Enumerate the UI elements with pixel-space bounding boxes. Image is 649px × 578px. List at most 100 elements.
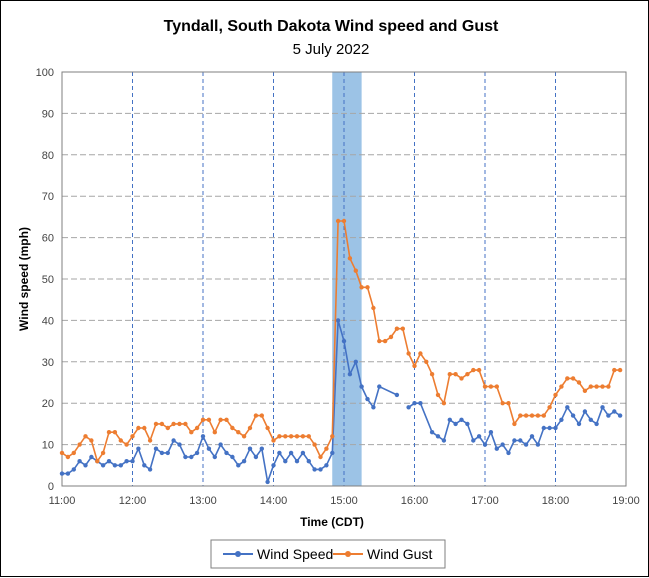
wind-speed-point xyxy=(77,459,82,464)
wind-speed-point xyxy=(447,417,452,422)
y-tick-label: 10 xyxy=(42,440,54,452)
wind-gust-point xyxy=(147,438,153,443)
wind-gust-point xyxy=(424,359,429,364)
wind-speed-point xyxy=(547,425,552,431)
wind-gust-point xyxy=(118,438,124,443)
wind-gust-point xyxy=(500,401,505,406)
wind-gust-point xyxy=(306,434,311,439)
wind-gust-point xyxy=(294,434,300,439)
wind-speed-point xyxy=(459,417,464,422)
legend-wind-speed-marker xyxy=(235,551,241,557)
wind-gust-point xyxy=(406,351,411,356)
wind-gust-point xyxy=(541,413,546,418)
wind-gust-point xyxy=(142,425,147,431)
wind-speed-point xyxy=(453,421,458,427)
x-tick-label: 13:00 xyxy=(189,495,217,507)
wind-gust-point xyxy=(212,430,217,435)
wind-speed-point xyxy=(482,442,488,447)
wind-gust-point xyxy=(506,401,511,406)
wind-speed-point xyxy=(259,446,264,451)
wind-speed-point xyxy=(142,463,147,468)
wind-speed-point xyxy=(247,446,253,451)
wind-gust-point xyxy=(617,367,623,373)
wind-speed-point xyxy=(330,450,335,456)
wind-gust-point xyxy=(371,305,376,311)
wind-gust-point xyxy=(224,417,229,422)
wind-speed-point xyxy=(288,450,294,456)
wind-gust-point xyxy=(312,442,317,447)
wind-speed-point xyxy=(265,479,270,485)
wind-gust-series xyxy=(59,218,623,464)
wind-speed-point xyxy=(335,318,341,323)
wind-speed-point xyxy=(523,442,529,447)
wind-speed-line xyxy=(408,402,621,454)
wind-speed-point xyxy=(512,438,517,443)
wind-speed-point xyxy=(218,442,223,447)
wind-speed-point xyxy=(353,359,358,364)
wind-gust-point xyxy=(576,380,582,385)
wind-speed-point xyxy=(71,467,77,472)
y-tick-label: 80 xyxy=(42,150,54,162)
wind-gust-point xyxy=(112,430,118,435)
wind-gust-point xyxy=(183,421,188,427)
wind-speed-point xyxy=(435,434,441,439)
x-tick-label: 11:00 xyxy=(49,495,76,507)
plot-area xyxy=(61,71,627,487)
wind-gust-point xyxy=(100,450,106,456)
y-tick-label: 30 xyxy=(42,357,54,369)
wind-speed-point xyxy=(488,430,494,435)
wind-gust-point xyxy=(471,367,476,373)
wind-speed-point xyxy=(189,454,194,460)
y-tick-label: 60 xyxy=(42,233,54,245)
wind-gust-point xyxy=(271,438,276,443)
wind-gust-point xyxy=(347,256,353,261)
wind-gust-point xyxy=(582,388,588,393)
wind-gust-point xyxy=(89,438,94,443)
wind-speed-point xyxy=(236,463,241,468)
wind-speed-point xyxy=(476,434,482,439)
wind-gust-point xyxy=(594,384,599,389)
wind-speed-point xyxy=(124,459,129,464)
wind-gust-point xyxy=(218,417,223,422)
wind-gust-point xyxy=(136,425,141,431)
wind-speed-point xyxy=(206,446,212,451)
wind-speed-point xyxy=(588,417,593,422)
x-tick-label: 19:00 xyxy=(612,495,640,507)
wind-speed-point xyxy=(241,459,247,464)
legend: Wind Speed Wind Gust xyxy=(210,539,446,569)
wind-speed-point xyxy=(429,430,435,435)
wind-speed-point xyxy=(582,409,588,414)
wind-speed-point xyxy=(89,454,94,460)
y-tick-label: 90 xyxy=(42,108,54,120)
wind-gust-point xyxy=(476,367,482,373)
series-layer xyxy=(59,218,623,485)
wind-speed-point xyxy=(359,384,364,389)
wind-gust-point xyxy=(388,334,394,340)
wind-speed-point xyxy=(230,454,235,460)
wind-speed-point xyxy=(271,463,276,468)
wind-speed-point xyxy=(341,338,347,344)
wind-gust-point xyxy=(465,372,470,377)
wind-speed-point xyxy=(600,405,605,410)
x-axis-label: Time (CDT) xyxy=(300,515,364,529)
wind-gust-point xyxy=(529,413,535,418)
wind-speed-point xyxy=(541,425,546,431)
wind-gust-point xyxy=(565,376,570,381)
y-tick-label: 50 xyxy=(42,274,54,286)
wind-speed-point xyxy=(371,405,376,410)
wind-speed-point xyxy=(112,463,118,468)
wind-gust-point xyxy=(77,442,82,447)
wind-gust-point xyxy=(453,372,458,377)
wind-gust-point xyxy=(265,425,270,431)
wind-speed-point xyxy=(100,463,106,468)
y-axis-label: Wind speed (mph) xyxy=(17,227,31,331)
grid-layer xyxy=(62,72,626,486)
wind-speed-point xyxy=(412,401,417,406)
x-tick-label: 14:00 xyxy=(260,495,288,507)
wind-gust-point xyxy=(359,285,364,290)
wind-speed-point xyxy=(59,471,65,476)
wind-gust-point xyxy=(247,425,253,431)
wind-gust-point xyxy=(418,351,423,356)
wind-gust-point xyxy=(65,454,71,460)
